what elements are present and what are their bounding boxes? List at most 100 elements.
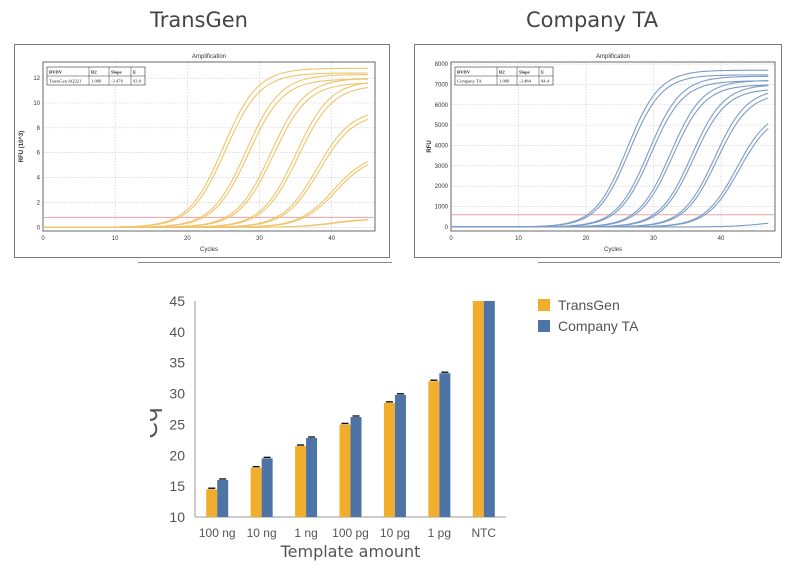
company-ta-amp-amplification-curve [451, 80, 769, 228]
company-ta-amp-ytick-label: 8000 [435, 62, 449, 68]
transgen-amp-ytick-label: 6 [37, 151, 41, 157]
transgen-amp-ytick-label: 0 [37, 225, 41, 231]
company-ta-amplification-panel: Amplification 0 10 20 30 40 0 1000 2000 3000 4000 5… [414, 44, 782, 258]
transgen-amp-stats-table-header: Slope [111, 70, 122, 75]
transgen-amplification-chart: Amplification 0 10 20 30 40 0 2 4 6 8 10 12 Cycles RFU… [19, 54, 376, 253]
company-ta-amp-ytick-label: 3000 [435, 164, 449, 170]
transgen-amp-stats-table-cell: 1.000 [91, 79, 102, 84]
bar-transgen [428, 381, 440, 517]
bar-ytick-label: 10 [169, 509, 185, 525]
bar-transgen [250, 467, 262, 517]
legend-item-company-ta: Company TA [538, 315, 638, 336]
bar-xtick-label: 10 ng [247, 526, 277, 540]
cq-bar-chart: 10 15 20 25 30 35 40 45 100 ng 10 ng 1 ng 100 pg 10 … [150, 293, 506, 561]
transgen-amp-amplification-curve [43, 164, 369, 228]
transgen-amp-stats-table-header: E [133, 70, 136, 75]
legend-label-company-ta: Company TA [558, 317, 639, 334]
bar-xtick-label: 100 ng [199, 526, 236, 540]
company-ta-amp-stats-table-header: BVDV [457, 70, 471, 75]
bar-company-ta [394, 394, 406, 517]
transgen-amp-amplification-curve [43, 82, 368, 228]
company-ta-amp-ytick-label: 5000 [435, 123, 449, 129]
company-ta-amp-ytick-label: 2000 [435, 184, 449, 190]
bar-ylabel: Cq [150, 407, 163, 439]
bar-transgen [472, 301, 484, 517]
transgen-amp-amplification-curve [43, 219, 368, 228]
bar-xlabel: Template amount [280, 542, 421, 561]
company-ta-amp-stats-table-cell: -3.484 [519, 79, 532, 84]
company-ta-amp-xtick-label: 40 [718, 236, 725, 242]
company-ta-amp-ytick-label: 0 [445, 225, 449, 231]
legend-label-transgen: TransGen [558, 296, 620, 313]
company-ta-amp-stats-table-header: Slope [519, 70, 530, 75]
bar-transgen [206, 489, 218, 517]
transgen-amp-stats-table-cell: TransGen AQ321 [49, 79, 82, 84]
company-ta-amp-xtick-label: 0 [449, 236, 453, 242]
legend-swatch-company-ta [538, 319, 550, 332]
bar-xtick-label: 100 pg [332, 526, 369, 540]
company-ta-panel-underline [538, 262, 780, 263]
transgen-amp-ytick-label: 4 [37, 176, 41, 182]
company-ta-amp-stats-table-cell: 1.000 [499, 79, 510, 84]
bar-transgen [339, 424, 351, 517]
transgen-amp-ytick-label: 12 [33, 76, 40, 82]
bar-company-ta [217, 479, 229, 517]
company-ta-amp-ytick-label: 6000 [435, 103, 449, 109]
transgen-amp-xtick-label: 40 [328, 236, 335, 242]
company-ta-amp-amplification-curve [451, 123, 769, 228]
transgen-amp-xtick-label: 30 [256, 236, 263, 242]
transgen-amp-plot-frame [42, 61, 376, 232]
bar-xtick-label: 10 pg [380, 526, 410, 540]
transgen-panel-underline [138, 262, 392, 263]
company-ta-amp-stats-table-cell: Company TA [457, 79, 482, 84]
transgen-amp-xtick-label: 10 [112, 236, 119, 242]
transgen-amp-xlabel: Cycles [200, 247, 218, 253]
bar-ytick-label: 45 [169, 293, 185, 309]
company-ta-amplification-chart: Amplification 0 10 20 30 40 0 1000 2000 3000 4000 5… [427, 54, 776, 253]
bar-transgen [383, 402, 395, 517]
legend-swatch-transgen [538, 298, 550, 311]
bar-company-ta [261, 458, 273, 517]
company-ta-heading: Company TA [526, 8, 659, 32]
transgen-amp-stats-table-cell: -3.476 [111, 79, 124, 84]
bar-ytick-label: 30 [169, 386, 185, 402]
transgen-amp-ytick-label: 8 [37, 126, 41, 132]
bar-xtick-label: 1 ng [294, 526, 317, 540]
bar-ytick-label: 35 [169, 355, 185, 371]
bar-ytick-label: 15 [169, 478, 185, 494]
company-ta-amp-amplification-curve [451, 222, 769, 228]
transgen-amp-xtick-label: 20 [184, 236, 191, 242]
company-ta-amp-xtick-label: 20 [583, 236, 590, 242]
transgen-amp-stats-table-header: BVDV [49, 70, 63, 75]
transgen-amp-stats-table-cell: 93.9 [133, 79, 142, 84]
transgen-amp-ytick-label: 2 [37, 200, 41, 206]
company-ta-amp-stats-table-header: R2 [499, 70, 505, 75]
company-ta-amp-ytick-label: 7000 [435, 82, 449, 88]
transgen-amp-title: Amplification [192, 54, 226, 60]
bar-ytick-label: 25 [169, 416, 185, 432]
transgen-amp-stats-table-header: R2 [91, 70, 97, 75]
bar-company-ta [483, 301, 495, 517]
company-ta-amp-xlabel: Cycles [604, 247, 622, 253]
company-ta-amp-plot-frame [450, 61, 776, 232]
company-ta-amp-amplification-curve [451, 80, 769, 228]
transgen-heading: TransGen [150, 8, 248, 32]
transgen-amp-ytick-label: 10 [33, 101, 40, 107]
company-ta-amp-title: Amplification [596, 54, 630, 60]
bar-xtick-label: NTC [471, 526, 496, 540]
transgen-amp-ylabel: RFU (10^3) [19, 131, 25, 163]
bar-ytick-label: 40 [169, 324, 185, 340]
bar-company-ta [439, 373, 451, 517]
bar-xtick-label: 1 pg [428, 526, 451, 540]
company-ta-amp-ytick-label: 1000 [435, 205, 449, 211]
bar-company-ta [306, 438, 318, 517]
company-ta-amp-ytick-label: 4000 [435, 143, 449, 149]
company-ta-amp-xtick-label: 30 [650, 236, 657, 242]
company-ta-amp-ylabel: RFU [427, 140, 433, 152]
company-ta-amp-xtick-label: 10 [515, 236, 522, 242]
transgen-amp-amplification-curve [43, 82, 368, 228]
transgen-amplification-panel: Amplification 0 10 20 30 40 0 2 4 6 8 10 12 Cycles RFU… [14, 44, 390, 258]
bar-transgen [295, 446, 307, 517]
transgen-amp-amplification-curve [43, 118, 368, 228]
legend-item-transgen: TransGen [538, 294, 638, 315]
